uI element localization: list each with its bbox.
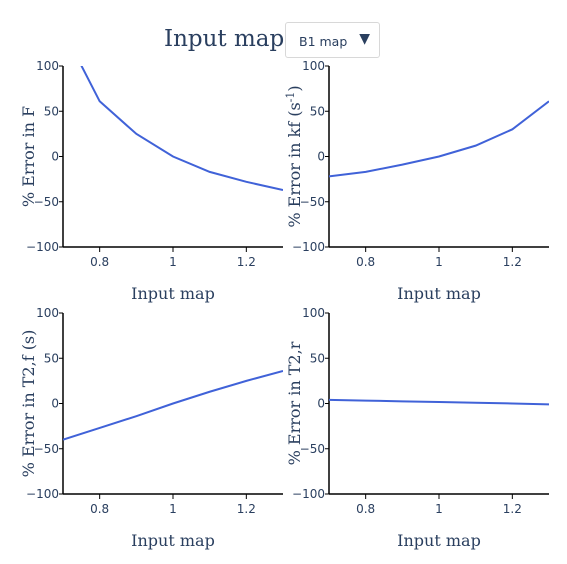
series-line (329, 398, 549, 406)
y-tick-label: 100 (36, 59, 59, 73)
y-tick-label: 100 (302, 59, 325, 73)
y-tick-label: 100 (36, 306, 59, 320)
x-tick-label: 0.8 (356, 502, 375, 516)
series-line (329, 100, 549, 178)
y-axis-title: % Error in T2,f (s) (19, 330, 38, 478)
chart-panel-1: −100 −50 0 50 100 0.8 1 1.2 Input map % Error in … (19, 59, 283, 303)
y-tick-label: 0 (317, 397, 325, 411)
input-map-label: Input map: (164, 26, 292, 52)
y-tick-label: −50 (34, 442, 59, 456)
x-tick-label: 0.8 (90, 502, 109, 516)
y-tick-label: 0 (317, 150, 325, 164)
series-line (63, 369, 283, 441)
chart-panel-4: −100 −50 0 50 100 0.8 1 1.2 Input map % Error in … (285, 306, 549, 550)
y-tick-label: 50 (310, 351, 325, 365)
chevron-down-icon: ▼ (359, 31, 370, 47)
y-tick-label: −100 (26, 240, 59, 254)
y-tick-label: 50 (310, 104, 325, 118)
y-tick-label: −100 (26, 487, 59, 501)
x-axis-title: Input map (131, 284, 215, 303)
x-tick-label: 0.8 (90, 255, 109, 269)
x-tick-label: 1 (435, 502, 443, 516)
y-tick-label: 0 (51, 397, 59, 411)
y-axis-title: % Error in kf (s-1) (284, 85, 304, 227)
x-tick-label: 1 (169, 502, 177, 516)
x-tick-label: 1 (169, 255, 177, 269)
chart-panel-2: −100 −50 0 50 100 0.8 1 1.2 Input map % Error in … (284, 59, 549, 303)
dropdown-selected-value: B1 map (299, 34, 348, 49)
y-axis-title: % Error in F (19, 106, 38, 207)
x-tick-label: 1.2 (503, 502, 522, 516)
y-tick-label: 0 (51, 150, 59, 164)
x-axis-title: Input map (397, 531, 481, 550)
series-line (80, 66, 283, 191)
y-tick-label: 100 (302, 306, 325, 320)
x-axis-title: Input map (131, 531, 215, 550)
y-tick-label: −50 (300, 195, 325, 209)
y-tick-label: −100 (292, 240, 325, 254)
y-tick-label: −50 (300, 442, 325, 456)
x-tick-label: 1 (435, 255, 443, 269)
x-tick-label: 1.2 (237, 255, 256, 269)
x-axis-title: Input map (397, 284, 481, 303)
x-tick-label: 0.8 (356, 255, 375, 269)
y-tick-label: 50 (44, 104, 59, 118)
y-axis-title: % Error in T2,r (285, 341, 304, 465)
y-tick-label: −50 (34, 195, 59, 209)
x-tick-label: 1.2 (237, 502, 256, 516)
y-tick-label: 50 (44, 351, 59, 365)
x-tick-label: 1.2 (503, 255, 522, 269)
y-tick-label: −100 (292, 487, 325, 501)
chart-panel-3: −100 −50 0 50 100 0.8 1 1.2 Input map % Error in … (19, 306, 283, 550)
input-map-dropdown[interactable]: B1 map ▼ (285, 22, 380, 58)
